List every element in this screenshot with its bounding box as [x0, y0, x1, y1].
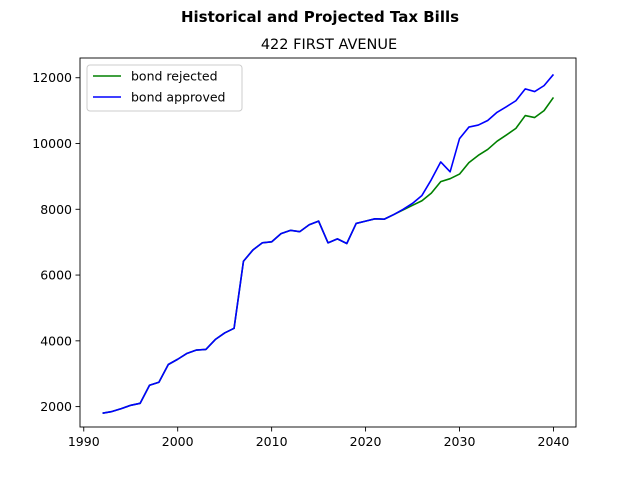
- x-tick-label: 1990: [68, 434, 100, 449]
- x-tick-label: 2030: [444, 434, 476, 449]
- axes-frame: [79, 57, 577, 428]
- x-tick-label: 2020: [350, 434, 382, 449]
- y-tick-label: 10000: [32, 136, 72, 151]
- y-tick-label: 8000: [40, 202, 72, 217]
- plot-area: [102, 73, 555, 414]
- y-tick-label: 2000: [40, 399, 72, 414]
- legend-box: [86, 64, 243, 112]
- legend: bond rejected bond approved: [86, 64, 243, 112]
- x-tick-label: 2040: [538, 434, 570, 449]
- series-line-bond-rejected: [102, 97, 555, 414]
- series-line-bond-approved: [102, 73, 555, 414]
- legend-label-bond-rejected: bond rejected: [131, 69, 218, 84]
- x-tick-label: 2000: [162, 434, 194, 449]
- y-tick-label: 6000: [40, 268, 72, 283]
- y-tick-label: 4000: [40, 333, 72, 348]
- chart-suptitle: Historical and Projected Tax Bills: [181, 8, 459, 26]
- legend-label-bond-approved: bond approved: [131, 90, 225, 105]
- axes: 1990 2000 2010 2020 2030 2040 2000 4000 6000 8000…: [32, 57, 577, 449]
- y-tick-label: 12000: [32, 70, 72, 85]
- x-tick-label: 2010: [256, 434, 288, 449]
- chart-title: 422 FIRST AVENUE: [261, 37, 397, 53]
